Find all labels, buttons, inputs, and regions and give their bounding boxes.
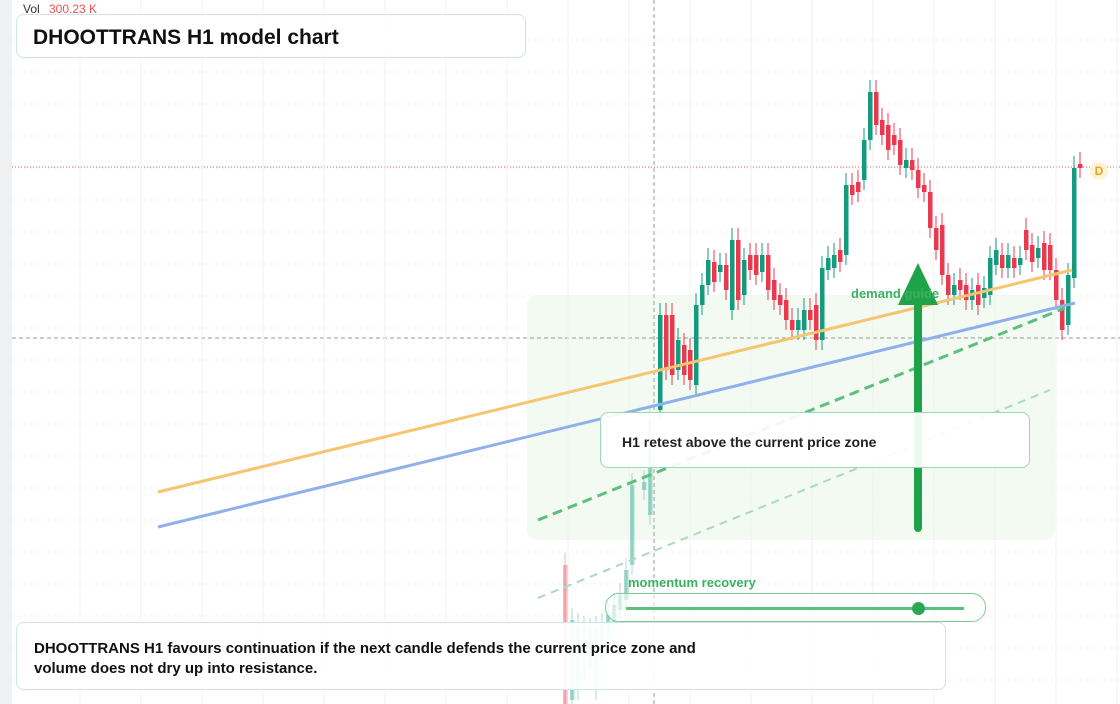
candle-body	[784, 300, 789, 320]
momentum-knob	[912, 602, 925, 615]
candle-body	[958, 280, 963, 290]
candle-body	[826, 258, 831, 270]
candle-body	[808, 310, 813, 320]
candle-body	[1066, 275, 1071, 325]
candle-body	[862, 140, 867, 180]
candle-body	[814, 305, 819, 340]
candle-body	[922, 185, 927, 192]
candle-body	[928, 192, 933, 228]
candle-body	[790, 320, 795, 330]
candle-body	[1030, 245, 1035, 262]
candle-body	[976, 285, 981, 305]
candle-body	[952, 285, 957, 295]
left-edge	[0, 0, 12, 704]
title: DHOOTTRANS H1 model chart	[33, 26, 339, 49]
candle-body	[772, 280, 777, 300]
candle-body	[964, 285, 969, 300]
candle-body	[676, 340, 681, 370]
candle-body	[946, 275, 951, 295]
candle-body	[802, 310, 807, 330]
candle-body	[712, 262, 717, 282]
candle-body	[1060, 300, 1065, 330]
retest-label: H1 retest above the current price zone	[622, 434, 877, 450]
candle-body	[736, 240, 741, 300]
candle-body	[886, 125, 891, 150]
candle-body	[820, 268, 825, 340]
candle-body	[1006, 255, 1011, 268]
candle-body	[760, 255, 765, 272]
marker: D	[1095, 164, 1104, 178]
candle-body	[796, 320, 801, 330]
candle-body	[1072, 168, 1077, 278]
vol-value: 300.23 K	[49, 2, 97, 16]
momentum-label: momentum recovery	[628, 575, 756, 590]
candle-body	[904, 160, 909, 168]
candle-body	[694, 305, 699, 385]
candle-body	[706, 260, 711, 285]
candle-body	[898, 140, 903, 165]
candle-body	[1054, 270, 1059, 300]
candle-body	[832, 255, 837, 268]
candle-body	[642, 482, 647, 490]
candle-body	[630, 485, 635, 565]
momentum-box	[605, 593, 986, 622]
candle-body	[766, 255, 771, 290]
arrow-head	[898, 263, 938, 305]
candle-body	[910, 160, 915, 170]
candle-body	[778, 295, 783, 305]
candle-body	[1018, 258, 1023, 265]
candle-body	[856, 182, 861, 192]
candle-body	[748, 255, 753, 270]
summary: DHOOTTRANS H1 favours continuation if th…	[34, 640, 696, 677]
candle-body	[1078, 164, 1083, 168]
candle-body	[1042, 243, 1047, 270]
candle-body	[838, 250, 843, 262]
candle-body	[1036, 248, 1041, 258]
candle-body	[688, 350, 693, 380]
candle-body	[658, 315, 663, 410]
candle-body	[742, 260, 747, 295]
candle-body	[916, 170, 921, 188]
trend-green	[537, 306, 1066, 522]
retest-box: H1 retest above the current price zone	[600, 412, 1030, 468]
candle-body	[664, 315, 669, 370]
candle-body	[1000, 255, 1005, 268]
candle-body	[850, 185, 855, 195]
candle-body	[700, 285, 705, 305]
candle-body	[982, 288, 987, 298]
candle-body	[844, 185, 849, 255]
candle-body	[1012, 258, 1017, 268]
candle-body	[718, 265, 723, 272]
candle-body	[934, 228, 939, 250]
marker-bg	[1090, 162, 1108, 180]
candle-body	[730, 240, 735, 310]
candle-body	[682, 345, 687, 375]
candle-body	[874, 92, 879, 125]
candle-body	[940, 225, 945, 275]
candle-body	[868, 92, 873, 140]
candle-body	[724, 265, 729, 290]
candle-body	[624, 570, 629, 600]
demand-label: demand guide	[851, 286, 939, 301]
candle-body	[988, 258, 993, 295]
candle-body	[880, 120, 885, 135]
candle-body	[994, 250, 999, 265]
title-box: DHOOTTRANS H1 model chart	[16, 14, 526, 58]
candle-body	[670, 315, 675, 375]
candle-body	[892, 135, 897, 145]
candle-body	[1048, 245, 1053, 270]
candle-body	[754, 255, 759, 275]
vol-label: Vol	[23, 2, 40, 16]
summary-box: DHOOTTRANS H1 favours continuation if th…	[16, 622, 946, 690]
momentum-bar	[626, 607, 964, 610]
candle-body	[1024, 230, 1029, 250]
